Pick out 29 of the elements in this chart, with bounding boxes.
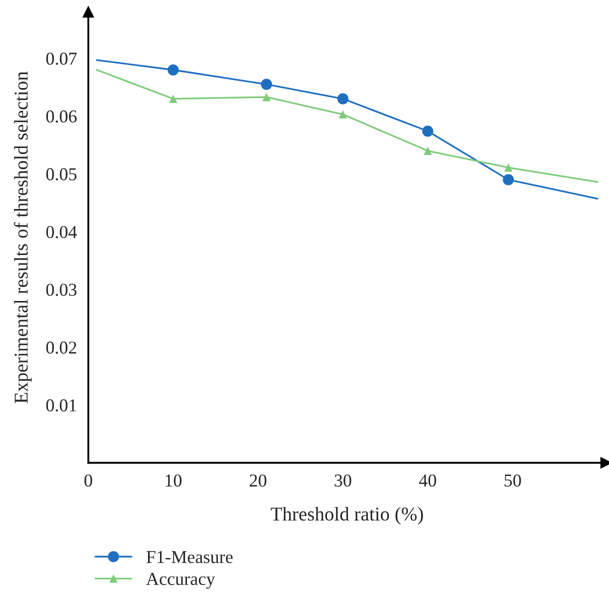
y-tick-label: 0.01 [46,399,76,412]
point [168,64,179,76]
point [338,110,348,119]
point [169,94,178,103]
y-tick-label: 0.03 [46,284,76,296]
point [422,126,434,137]
legend-label: Accuracy [146,572,216,589]
point [502,174,514,186]
point [260,78,272,90]
y-tick-label: 0.05 [46,168,76,180]
x-tick-label: 40 [419,474,436,487]
y-tick-label: 0.04 [46,226,77,238]
line-series [96,69,598,183]
x-tick-label: 30 [334,474,352,487]
x-tick-label: 0 [84,474,92,487]
line-series [96,59,598,200]
point [337,93,348,104]
y-tick-label: 0.02 [46,342,76,354]
legend-label: F1-Measure [146,551,233,564]
x-axis-title: Threshold ratio (%) [270,506,423,525]
point [262,92,271,102]
y-tick-label: 0.06 [46,110,77,123]
x-tick-label: 50 [504,474,521,487]
x-tick-label: 20 [250,474,266,487]
x-tick-label: 10 [166,474,182,487]
point [504,163,513,172]
y-axis-title: Experimental results of threshold selection [14,71,32,404]
point [424,146,432,155]
y-tick-label: 0.07 [46,52,77,65]
